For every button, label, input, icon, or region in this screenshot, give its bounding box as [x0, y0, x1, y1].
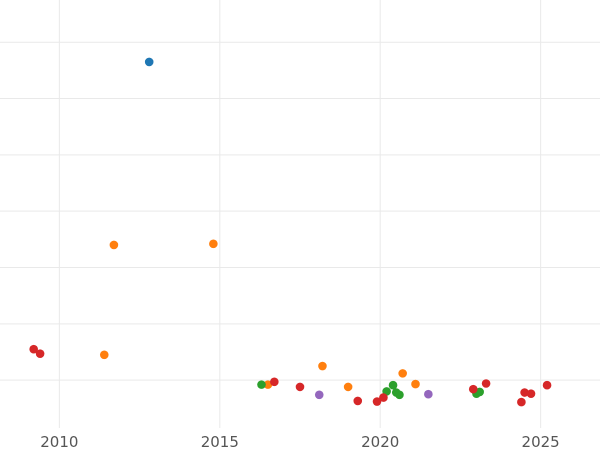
data-point [424, 389, 433, 399]
data-point [520, 388, 529, 397]
x-tick-labels: 2010 2015 2020 2025 [40, 433, 559, 450]
data-point [144, 57, 154, 67]
data-point [99, 350, 109, 360]
data-point [35, 349, 45, 358]
data-point [411, 379, 420, 389]
data-point [517, 397, 526, 407]
data-point [379, 393, 388, 402]
x-tick-label: 2010 [40, 433, 78, 450]
x-tick-label: 2020 [361, 433, 399, 450]
data-point [398, 369, 407, 378]
data-point [295, 382, 305, 392]
data-point [468, 384, 478, 394]
x-gridlines [58, 0, 542, 428]
data-point [526, 389, 536, 398]
data-point [209, 239, 218, 249]
data-point [270, 377, 279, 387]
data-point [353, 396, 363, 406]
data-point [388, 380, 398, 390]
data-point [395, 390, 404, 400]
data-point [542, 380, 552, 390]
data-point [263, 380, 273, 389]
data-point [29, 344, 38, 354]
x-tick-label: 2025 [522, 433, 560, 450]
data-point [109, 240, 119, 250]
data-point [314, 390, 324, 400]
data-point [481, 379, 491, 388]
data-points [29, 57, 552, 407]
y-gridlines [0, 41, 600, 381]
data-point [372, 397, 382, 406]
data-point [343, 382, 353, 392]
data-point [475, 387, 484, 397]
data-point [318, 361, 327, 371]
x-tick-label: 2015 [201, 433, 239, 450]
data-point [257, 380, 266, 389]
